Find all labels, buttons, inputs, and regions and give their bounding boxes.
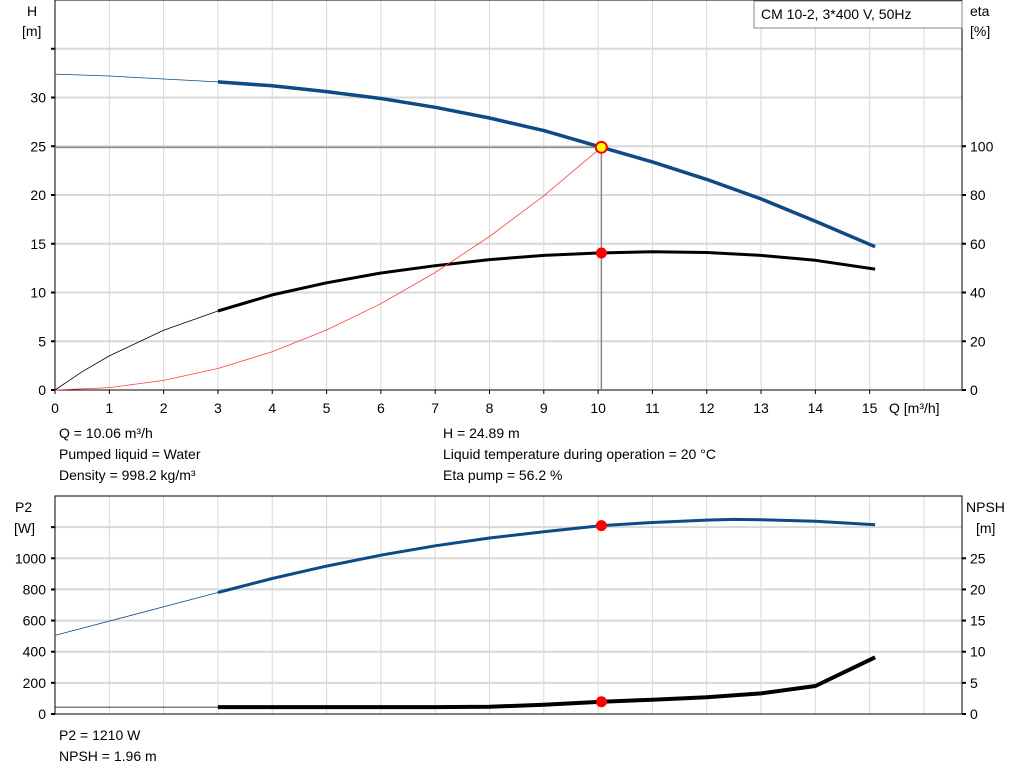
info-npsh: NPSH = 1.96 m [59,748,157,764]
eta-axis-label: eta [970,3,990,19]
x-tick-label: 5 [323,400,331,416]
x-tick-label: 12 [699,400,715,416]
info-p2: P2 = 1210 W [59,727,141,743]
x-tick-label: 6 [377,400,385,416]
y2-tick-label: 80 [970,187,986,203]
y-tick-label: 0 [38,382,46,398]
p2-duty-marker [595,520,607,532]
y-tick-label: 30 [30,90,46,106]
y-tick-label: 0 [38,706,46,722]
plot-frame [54,495,963,715]
legend-text: CM 10-2, 3*400 V, 50Hz [761,6,911,22]
y-tick-label: 15 [30,236,46,252]
info-flow: Q = 10.06 m³/h [59,425,153,441]
x-tick-label: 10 [590,400,606,416]
npsh-axis-label: NPSH [966,499,1005,515]
p2-curve-extrapolated [54,592,219,636]
h-axis-unit: [m] [22,23,41,39]
eta-curve [217,250,876,313]
x-tick-label: 14 [808,400,824,416]
p2-axis-unit: [W] [14,520,35,536]
x-tick-label: 1 [105,400,113,416]
x-tick-label: 7 [431,400,439,416]
y2-tick-label: 10 [970,644,986,660]
eta-curve-extrapolated [54,310,219,391]
y2-tick-label: 40 [970,285,986,301]
y2-tick-label: 5 [970,675,978,691]
y2-tick-label: 20 [970,333,986,349]
info-density: Density = 998.2 kg/m³ [59,467,196,483]
y-tick-label: 600 [23,613,47,629]
x-tick-label: 9 [540,400,548,416]
y2-tick-label: 0 [970,382,978,398]
h-curve-extrapolated [54,73,218,83]
x-axis-label: Q [m³/h] [889,400,940,416]
npsh-axis-unit: [m] [976,520,995,536]
info-liquid: Pumped liquid = Water [59,446,201,462]
y2-tick-label: 60 [970,236,986,252]
x-tick-label: 0 [51,400,59,416]
eta-duty-marker [595,247,607,259]
p2-axis-label: P2 [15,499,32,515]
y2-tick-label: 20 [970,581,986,597]
h-axis-label: H [27,3,37,19]
eta-axis-unit: [%] [970,23,990,39]
x-tick-label: 8 [486,400,494,416]
y2-tick-label: 100 [970,138,994,154]
info-top-left: Q = 10.06 m³/h Pumped liquid = Water Den… [59,423,201,486]
npsh-curve [217,655,876,710]
p2-curve [217,517,876,594]
y-tick-label: 1000 [15,550,46,566]
legend-box [753,0,963,29]
h-curve [217,80,876,249]
x-tick-label: 2 [160,400,168,416]
y-tick-label: 25 [30,138,46,154]
y-tick-label: 400 [23,644,47,660]
x-tick-label: 4 [268,400,276,416]
duty-point-marker [594,140,608,154]
info-eta: Eta pump = 56.2 % [443,467,563,483]
y2-tick-label: 0 [970,706,978,722]
x-tick-label: 3 [214,400,222,416]
info-top-right: H = 24.89 m Liquid temperature during op… [443,423,716,486]
y-tick-label: 10 [30,285,46,301]
info-temperature: Liquid temperature during operation = 20… [443,446,716,462]
y-tick-label: 200 [23,675,47,691]
y-tick-label: 5 [38,333,46,349]
info-head: H = 24.89 m [443,425,520,441]
x-tick-label: 11 [645,400,660,416]
y2-tick-label: 15 [970,613,986,629]
y-tick-label: 20 [30,187,46,203]
y2-tick-label: 25 [970,550,986,566]
system-curve [54,146,602,391]
y-tick-label: 800 [23,581,47,597]
x-tick-label: 15 [862,400,878,416]
x-tick-label: 13 [753,400,769,416]
info-bottom: P2 = 1210 W NPSH = 1.96 m [59,725,157,767]
npsh-duty-marker [595,696,607,708]
